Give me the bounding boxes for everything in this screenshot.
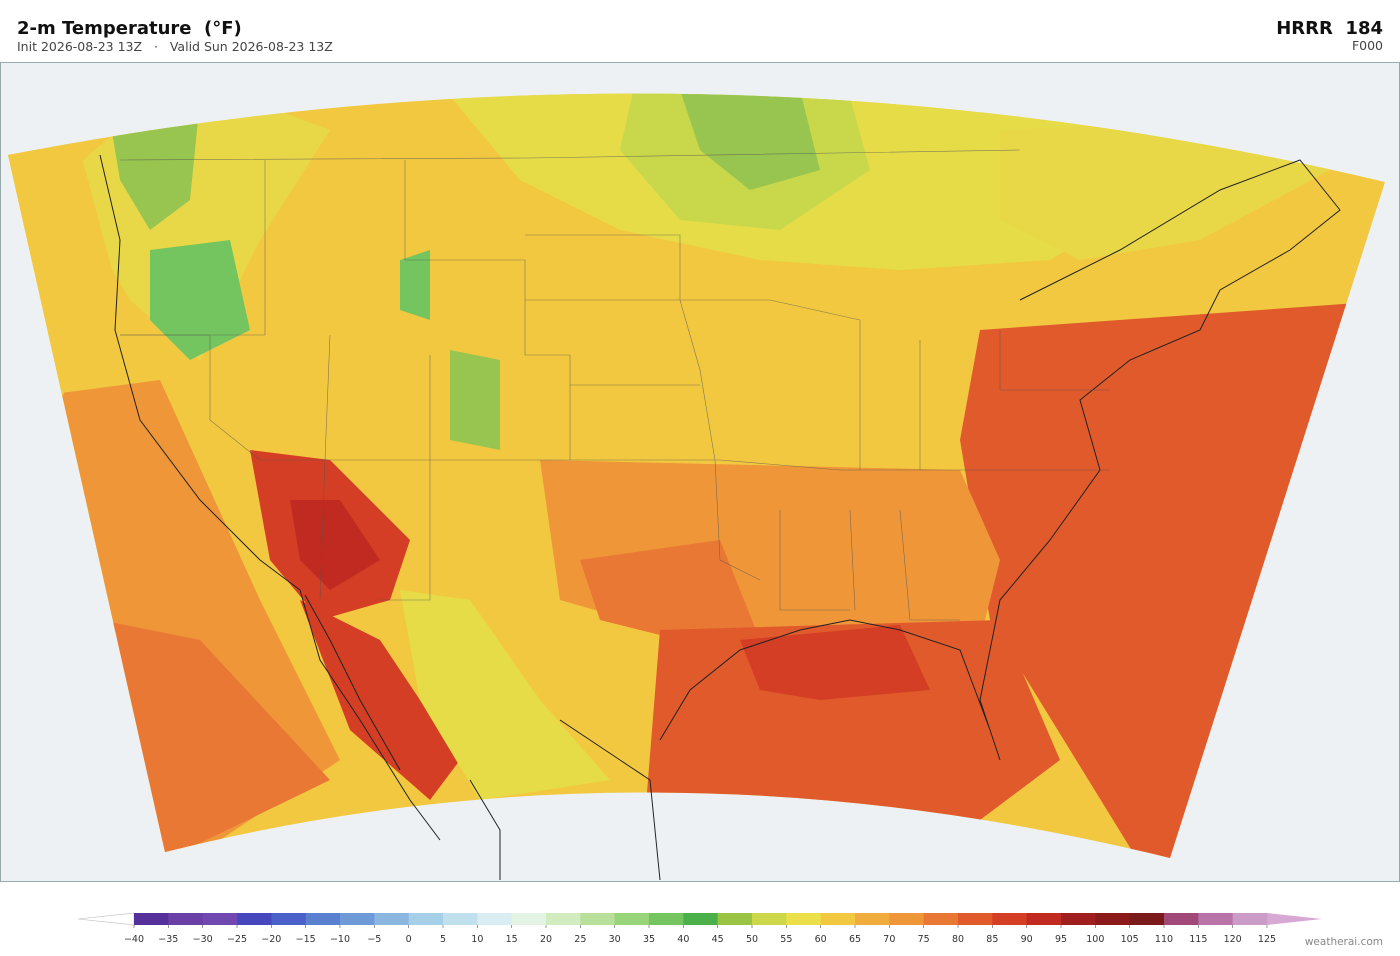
colorbar-tick-label: 0: [406, 934, 412, 945]
colorbar-segment: [477, 913, 513, 925]
colorbar-segment: [168, 913, 204, 925]
colorbar-segment: [752, 913, 787, 925]
colorbar-segment: [683, 913, 719, 925]
colorbar-tick-label: −40: [124, 934, 144, 945]
colorbar-tick-label: 95: [1055, 934, 1067, 945]
colorbar-over: [1267, 913, 1322, 925]
colorbar-tick-label: 65: [849, 934, 861, 945]
colorbar-tick-label: 25: [574, 934, 586, 945]
forecast-hour: F000: [1352, 38, 1383, 53]
colorbar-tick-label: −15: [296, 934, 316, 945]
colorbar-tick-label: −30: [193, 934, 213, 945]
colorbar-tick-label: 40: [677, 934, 689, 945]
colorbar-tick-label: 120: [1224, 934, 1242, 945]
colorbar-segment: [511, 913, 547, 925]
map-subtitle: Init 2026-08-23 13Z · Valid Sun 2026-08-…: [17, 39, 333, 54]
colorbar-segment: [649, 913, 684, 925]
colorbar-tick-label: 80: [952, 934, 964, 945]
colorbar-segment: [786, 913, 822, 925]
colorbar-tick-label: 85: [986, 934, 998, 945]
colorbar-segment: [1129, 913, 1165, 925]
colorbar-tick-label: −35: [158, 934, 178, 945]
colorbar-tick-label: 125: [1258, 934, 1276, 945]
colorbar-tick-label: 45: [712, 934, 724, 945]
temperature-field: [8, 93, 1385, 859]
coastlines: [99, 154, 1341, 881]
colorbar-tick-label: 5: [440, 934, 446, 945]
colorbar-tick-label: 10: [471, 934, 483, 945]
colorbar-tick-label: 70: [883, 934, 895, 945]
colorbar-segment: [580, 913, 616, 925]
colorbar-tick-label: 30: [609, 934, 621, 945]
colorbar-tick-label: −10: [330, 934, 350, 945]
colorbar-segment: [374, 913, 410, 925]
colorbar-segment: [1232, 913, 1268, 925]
colorbar-tick-label: 100: [1086, 934, 1104, 945]
colorbar-segment: [889, 913, 925, 925]
colorbar-segment: [340, 913, 375, 925]
colorbar-segment: [408, 913, 444, 925]
colorbar-segment: [305, 913, 341, 925]
colorbar-tick-label: −5: [367, 934, 381, 945]
colorbar-segment: [820, 913, 856, 925]
colorbar-tick-label: 20: [540, 934, 552, 945]
colorbar-segment: [202, 913, 238, 925]
colorbar-segment: [546, 913, 581, 925]
colorbar-tick-label: 110: [1155, 934, 1173, 945]
colorbar-tick-label: 15: [506, 934, 518, 945]
colorbar-tick-label: 55: [780, 934, 792, 945]
colorbar-segment: [1061, 913, 1096, 925]
colorbar-under: [77, 912, 135, 926]
model-label: HRRR 184: [1276, 18, 1383, 39]
colorbar-tick-label: 105: [1121, 934, 1139, 945]
colorbar-segment: [1026, 913, 1062, 925]
colorbar-segment: [134, 913, 169, 925]
colorbar-segment: [923, 913, 959, 925]
state-borders: [119, 149, 1110, 621]
colorbar-segment: [1198, 913, 1234, 925]
colorbar-tick-label: −20: [261, 934, 281, 945]
colorbar-tick-label: 90: [1021, 934, 1033, 945]
watermark: weatherai.com: [1305, 936, 1383, 948]
map-title: 2-m Temperature (°F): [17, 18, 242, 39]
colorbar-tick-label: −25: [227, 934, 247, 945]
colorbar-segment: [992, 913, 1028, 925]
colorbar-tick-label: 50: [746, 934, 758, 945]
colorbar-tick-label: 75: [918, 934, 930, 945]
colorbar-segment: [717, 913, 753, 925]
colorbar-segment: [614, 913, 650, 925]
colorbar-tick-label: 35: [643, 934, 655, 945]
colorbar-segment: [1164, 913, 1199, 925]
colorbar-segment: [443, 913, 478, 925]
colorbar-segment: [271, 913, 307, 925]
colorbar-segment: [958, 913, 993, 925]
colorbar: −40 −35 −30 −25 −20 −15 −10 −5 0 5 10 15 20 25 30 35 40 4…: [77, 912, 1322, 945]
colorbar-tick-label: 60: [815, 934, 827, 945]
colorbar-segment: [1095, 913, 1131, 925]
colorbar-segment: [855, 913, 890, 925]
colorbar-tick-label: 115: [1189, 934, 1207, 945]
colorbar-segment: [237, 913, 272, 925]
